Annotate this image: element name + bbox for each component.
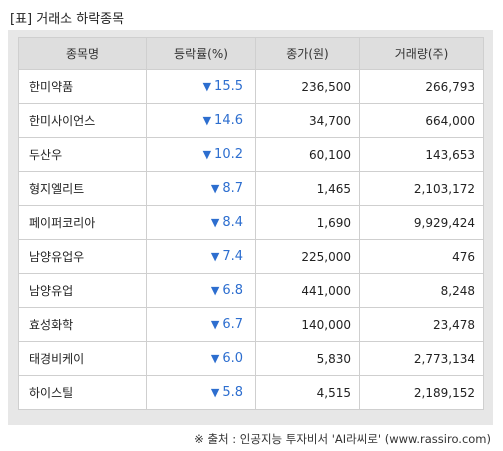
close-price: 1,465 <box>255 171 360 206</box>
table-row: 남양유업 ▼ 6.8 441,000 8,248 <box>18 273 484 308</box>
header-volume: 거래량(주) <box>359 37 484 70</box>
trade-volume: 23,478 <box>359 307 484 342</box>
change-rate-value: 6.7 <box>222 317 243 332</box>
close-price: 34,700 <box>255 103 360 138</box>
header-close: 종가(원) <box>255 37 360 70</box>
table-row: 한미약품 ▼ 15.5 236,500 266,793 <box>18 69 484 104</box>
down-arrow-icon: ▼ <box>202 114 212 127</box>
close-price: 60,100 <box>255 137 360 172</box>
stock-name: 한미사이언스 <box>18 103 147 138</box>
change-rate-value: 8.4 <box>222 215 243 230</box>
table-header-row: 종목명 등락률(%) 종가(원) 거래량(주) <box>18 37 484 70</box>
table-row: 남양유업우 ▼ 7.4 225,000 476 <box>18 239 484 274</box>
change-rate-value: 5.8 <box>222 385 243 400</box>
stock-name: 하이스틸 <box>18 375 147 410</box>
down-arrow-icon: ▼ <box>210 250 220 263</box>
down-arrow-icon: ▼ <box>210 318 220 331</box>
change-rate-value: 6.8 <box>222 283 243 298</box>
close-price: 5,830 <box>255 341 360 376</box>
trade-volume: 266,793 <box>359 69 484 104</box>
change-rate-value: 10.2 <box>214 147 243 162</box>
close-price: 441,000 <box>255 273 360 308</box>
down-arrow-icon: ▼ <box>210 352 220 365</box>
table-frame: 종목명 등락률(%) 종가(원) 거래량(주) 한미약품 ▼ 15.5 236,500… <box>8 30 493 425</box>
stock-name: 페이퍼코리아 <box>18 205 147 240</box>
down-arrow-icon: ▼ <box>210 216 220 229</box>
trade-volume: 143,653 <box>359 137 484 172</box>
stock-name: 두산우 <box>18 137 147 172</box>
stock-name: 남양유업우 <box>18 239 147 274</box>
change-rate: ▼ 10.2 <box>146 137 256 172</box>
change-rate: ▼ 15.5 <box>146 69 256 104</box>
header-rate: 등락률(%) <box>146 37 256 70</box>
trade-volume: 2,103,172 <box>359 171 484 206</box>
trade-volume: 476 <box>359 239 484 274</box>
close-price: 236,500 <box>255 69 360 104</box>
change-rate-value: 6.0 <box>222 351 243 366</box>
header-name: 종목명 <box>18 37 147 70</box>
table-row: 하이스틸 ▼ 5.8 4,515 2,189,152 <box>18 375 484 410</box>
change-rate-value: 15.5 <box>214 79 243 94</box>
stock-name: 한미약품 <box>18 69 147 104</box>
change-rate-value: 8.7 <box>222 181 243 196</box>
down-arrow-icon: ▼ <box>210 182 220 195</box>
change-rate-value: 7.4 <box>222 249 243 264</box>
table-row: 효성화학 ▼ 6.7 140,000 23,478 <box>18 307 484 342</box>
stock-name: 형지엘리트 <box>18 171 147 206</box>
trade-volume: 2,773,134 <box>359 341 484 376</box>
table-row: 태경비케이 ▼ 6.0 5,830 2,773,134 <box>18 341 484 376</box>
close-price: 1,690 <box>255 205 360 240</box>
stock-name: 태경비케이 <box>18 341 147 376</box>
declining-stocks-table: 종목명 등락률(%) 종가(원) 거래량(주) 한미약품 ▼ 15.5 236,500… <box>18 37 484 410</box>
trade-volume: 8,248 <box>359 273 484 308</box>
change-rate: ▼ 6.8 <box>146 273 256 308</box>
table-row: 형지엘리트 ▼ 8.7 1,465 2,103,172 <box>18 171 484 206</box>
close-price: 225,000 <box>255 239 360 274</box>
down-arrow-icon: ▼ <box>202 148 212 161</box>
change-rate: ▼ 8.4 <box>146 205 256 240</box>
down-arrow-icon: ▼ <box>202 80 212 93</box>
page-title: [표] 거래소 하락종목 <box>10 12 125 27</box>
change-rate: ▼ 6.7 <box>146 307 256 342</box>
change-rate-value: 14.6 <box>214 113 243 128</box>
trade-volume: 9,929,424 <box>359 205 484 240</box>
source-note: ※ 출처 : 인공지능 투자비서 'AI라씨로' (www.rassiro.co… <box>194 432 491 446</box>
stock-name: 효성화학 <box>18 307 147 342</box>
table-row: 한미사이언스 ▼ 14.6 34,700 664,000 <box>18 103 484 138</box>
trade-volume: 664,000 <box>359 103 484 138</box>
change-rate: ▼ 14.6 <box>146 103 256 138</box>
trade-volume: 2,189,152 <box>359 375 484 410</box>
stock-name: 남양유업 <box>18 273 147 308</box>
close-price: 4,515 <box>255 375 360 410</box>
table-row: 두산우 ▼ 10.2 60,100 143,653 <box>18 137 484 172</box>
table-row: 페이퍼코리아 ▼ 8.4 1,690 9,929,424 <box>18 205 484 240</box>
change-rate: ▼ 8.7 <box>146 171 256 206</box>
close-price: 140,000 <box>255 307 360 342</box>
change-rate: ▼ 7.4 <box>146 239 256 274</box>
down-arrow-icon: ▼ <box>210 386 220 399</box>
down-arrow-icon: ▼ <box>210 284 220 297</box>
change-rate: ▼ 6.0 <box>146 341 256 376</box>
change-rate: ▼ 5.8 <box>146 375 256 410</box>
